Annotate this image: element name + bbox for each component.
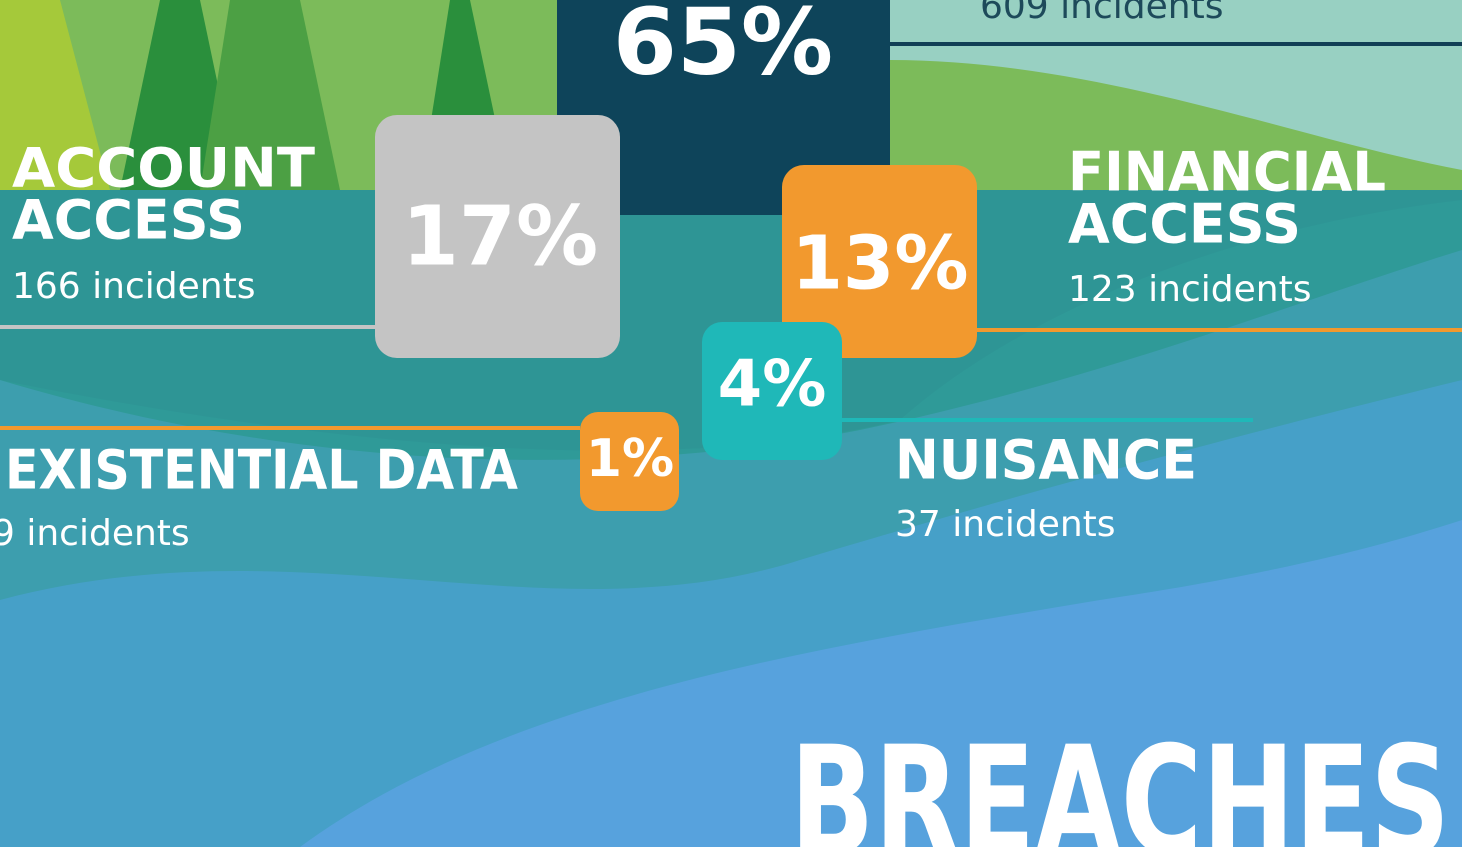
category-label: ACCESS: [12, 189, 245, 252]
percent-label: 1%: [586, 429, 674, 489]
percent-label: 13%: [791, 221, 968, 307]
percent-label: 4%: [718, 348, 827, 422]
incident-count: 9 incidents: [0, 513, 190, 554]
category-label: NUISANCE: [895, 429, 1197, 492]
category-label: ACCESS: [1068, 193, 1301, 256]
page: {"items": [ {"label_lines": [], "percent…: [0, 0, 1462, 847]
infographic: BREACHES 65%609 incidents17%ACCOUNTACCES…: [0, 0, 1462, 847]
percent-label: 65%: [613, 0, 833, 95]
percent-label: 17%: [402, 189, 598, 284]
footer-title: BREACHES: [790, 715, 1450, 847]
incident-count: 609 incidents: [980, 0, 1223, 27]
incident-count: 166 incidents: [12, 266, 255, 307]
incident-count: 123 incidents: [1068, 269, 1311, 310]
incident-count: 37 incidents: [895, 504, 1116, 545]
category-label: EXISTENTIAL DATA: [5, 439, 518, 502]
